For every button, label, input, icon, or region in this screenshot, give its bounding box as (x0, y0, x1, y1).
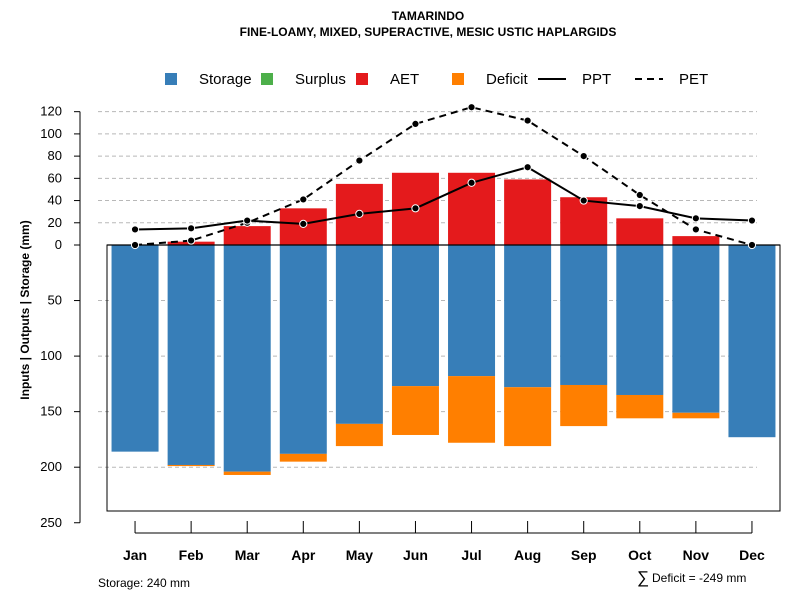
deficit-legend-label: Deficit (486, 71, 529, 88)
deficit-bar (504, 387, 552, 447)
storage-bar (672, 245, 720, 413)
deficit-bar (167, 464, 215, 467)
x-tick-label: Mar (235, 547, 260, 563)
pet-point (411, 119, 420, 129)
surplus-legend-label: Surplus (295, 71, 346, 88)
pet-point (523, 116, 532, 125)
deficit-bar (335, 423, 383, 447)
storage-bar (391, 245, 439, 387)
ppt-point (635, 202, 644, 211)
storage-legend-swatch (165, 73, 177, 85)
deficit-bar (560, 384, 608, 427)
deficit-bar (616, 394, 664, 419)
ppt-point (411, 204, 420, 213)
storage-bar (223, 245, 271, 472)
aet-legend-swatch (356, 73, 368, 85)
x-tick-label: Sep (571, 547, 597, 563)
chart-subtitle: FINE-LOAMY, MIXED, SUPERACTIVE, MESIC US… (240, 25, 617, 39)
aet-bar (560, 197, 608, 245)
ppt-point (130, 225, 140, 234)
ppt-point (523, 163, 532, 172)
y-tick-label: 20 (48, 215, 62, 230)
aet-bar (616, 218, 664, 245)
deficit-bar (391, 386, 439, 435)
y-tick-label: 250 (40, 515, 62, 530)
y-tick-label: 0 (55, 237, 62, 252)
pet-point (355, 156, 364, 165)
ppt-line (135, 166, 752, 231)
pet-point (187, 236, 196, 245)
storage-bar (167, 245, 215, 465)
y-tick-label: 150 (40, 404, 62, 419)
pet-line (134, 106, 753, 246)
storage-bar (560, 245, 608, 385)
deficit-bar (672, 412, 720, 419)
ppt-point (187, 224, 196, 233)
x-tick-label: Jun (403, 547, 428, 563)
storage-bar (616, 245, 664, 395)
pet-legend-label: PET (679, 71, 708, 88)
storage-bar (728, 245, 776, 438)
storage-bar (279, 245, 327, 454)
y-tick-label: 200 (40, 459, 62, 474)
pet-point (130, 240, 140, 250)
ppt-legend-label: PPT (582, 71, 611, 88)
bars (111, 172, 776, 475)
sigma-icon: ∑ (637, 568, 649, 587)
y-tick-label: 100 (40, 126, 62, 141)
pet-point (747, 240, 757, 250)
ppt-point (579, 196, 588, 205)
series-lines (130, 103, 757, 250)
y-tick-label: 60 (48, 170, 62, 185)
x-tick-label: Feb (179, 547, 204, 563)
plot-border (106, 244, 781, 512)
pet-point (579, 152, 588, 161)
y-tick-label: 100 (40, 348, 62, 363)
ppt-point (747, 216, 757, 225)
storage-bar (448, 245, 496, 377)
storage-legend-label: Storage (199, 71, 252, 88)
deficit-bar (223, 471, 271, 475)
y-tick-label: 40 (48, 193, 62, 208)
aet-bar (504, 179, 552, 245)
ppt-point (691, 214, 700, 223)
pet-point (635, 190, 644, 200)
ppt-point (467, 178, 476, 187)
x-tick-label: Jul (461, 547, 481, 563)
pet-point (467, 103, 476, 112)
x-axis: Jan Feb Mar Apr May Jun Jul Aug Sep Oct Nov Dec (123, 521, 765, 563)
x-tick-label: May (346, 547, 373, 563)
x-tick-label: Jan (123, 547, 147, 563)
y-tick-label: 80 (48, 148, 62, 163)
pet-point (299, 195, 308, 204)
surplus-legend-swatch (261, 73, 273, 85)
x-tick-label: Aug (514, 547, 541, 563)
y-axis-label: Inputs | Outputs | Storage (mm) (18, 220, 32, 399)
ppt-point (243, 216, 252, 225)
ppt-point (299, 219, 308, 228)
deficit-bar (448, 376, 496, 443)
deficit-note: Deficit = -249 mm (652, 571, 746, 585)
storage-bar (504, 245, 552, 388)
legend: Storage Surplus AET Deficit PPT PET (165, 71, 708, 88)
x-tick-label: Apr (291, 547, 316, 563)
chart-title: TAMARINDO (392, 9, 464, 23)
storage-note: Storage: 240 mm (98, 576, 190, 590)
x-tick-label: Oct (628, 547, 652, 563)
deficit-bar (279, 453, 327, 462)
deficit-legend-swatch (452, 73, 464, 85)
ppt-point (355, 209, 364, 218)
y-tick-label: 120 (40, 104, 62, 119)
aet-bar (223, 226, 271, 245)
aet-legend-label: AET (390, 71, 419, 88)
storage-bar (111, 245, 159, 452)
aet-bar (672, 236, 720, 245)
pet-point (691, 225, 700, 234)
x-tick-label: Dec (739, 547, 765, 563)
y-tick-label: 50 (48, 293, 62, 308)
y-axis: 0 20 40 60 80 100 120 50 100 150 200 250 (40, 104, 81, 530)
x-tick-label: Nov (683, 547, 710, 563)
storage-bar (335, 245, 383, 424)
